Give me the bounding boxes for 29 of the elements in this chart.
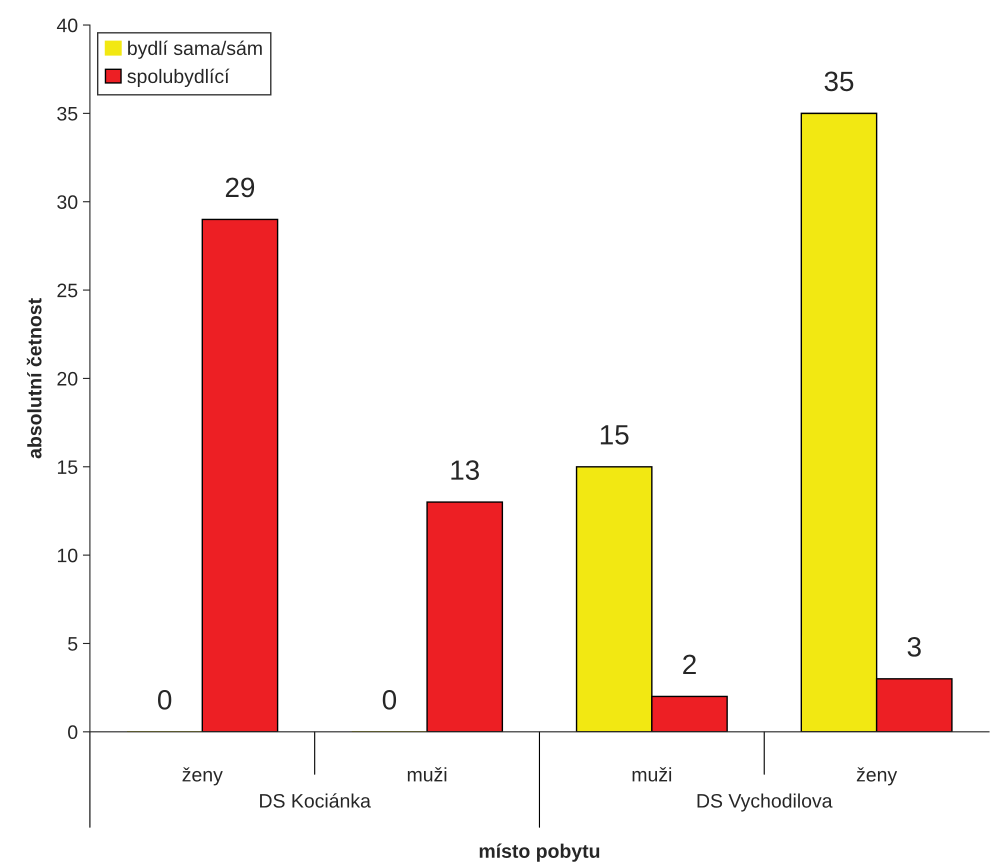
bar — [202, 218, 278, 732]
data-label: 15 — [600, 425, 628, 445]
data-label: 2 — [683, 654, 696, 674]
text: DS Vychodilova — [698, 793, 832, 812]
legend-label: spolubydlící — [127, 68, 230, 88]
bar — [426, 501, 504, 732]
legend-label: bydlí sama/sám — [128, 40, 262, 59]
y-tick-label: 25 — [57, 284, 78, 298]
x-tick-label: muži — [632, 767, 672, 782]
y-tick-label: 30 — [57, 195, 78, 209]
x-tick-label: ženy — [856, 767, 898, 786]
y-tick-label: 35 — [57, 106, 78, 121]
x-tick-label: muži — [408, 767, 446, 782]
data-label: 13 — [451, 460, 479, 480]
y-axis-title: absolutní četnost — [26, 298, 42, 458]
y-tick-label: 10 — [58, 548, 78, 562]
y-tick-label: 15 — [58, 460, 78, 474]
y-tick-label: 40 — [56, 18, 78, 32]
data-label: 0 — [382, 690, 396, 710]
y-tick-label: 5 — [68, 637, 78, 651]
y-tick-label: 20 — [57, 372, 78, 386]
data-label: 29 — [226, 178, 254, 198]
text: DS Kociánka — [260, 793, 371, 808]
data-label: 35 — [824, 72, 854, 92]
x-axis-title: místo pobytu — [480, 844, 600, 862]
data-label: 0 — [158, 690, 172, 710]
data-label: 3 — [908, 636, 921, 657]
y-tick-label: 0 — [68, 725, 78, 740]
x-tick-label: ženy — [182, 767, 223, 786]
